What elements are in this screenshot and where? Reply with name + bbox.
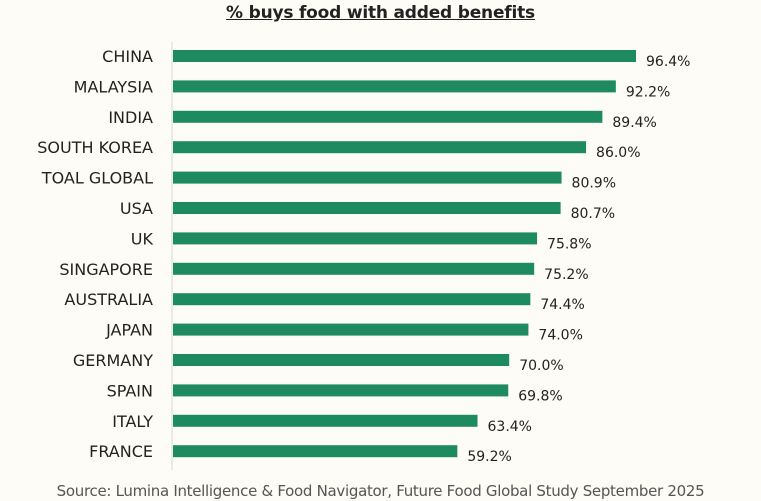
- bar: [173, 232, 538, 245]
- value-label: 69.8%: [518, 388, 562, 404]
- value-label: 74.4%: [540, 297, 584, 313]
- bar: [173, 110, 603, 123]
- bar: [173, 202, 561, 214]
- category-label: SPAIN: [107, 381, 153, 400]
- source-note: Source: Lumina Intelligence & Food Navig…: [56, 482, 705, 500]
- value-label: 80.9%: [572, 176, 616, 192]
- bar: [173, 171, 562, 184]
- category-label: UK: [131, 229, 154, 248]
- value-label: 96.4%: [646, 54, 690, 70]
- value-label: 63.4%: [488, 419, 532, 435]
- bar: [173, 50, 636, 62]
- value-label: 59.2%: [467, 449, 511, 465]
- category-label: FRANCE: [89, 442, 153, 461]
- bar: [173, 141, 587, 154]
- value-label: 86.0%: [596, 145, 640, 161]
- bar: [173, 384, 509, 397]
- bar: [173, 262, 535, 275]
- category-label: ITALY: [112, 412, 153, 431]
- category-label: GERMANY: [73, 351, 153, 370]
- bar: [173, 354, 510, 366]
- category-label: JAPAN: [105, 321, 153, 340]
- bar: [173, 414, 478, 427]
- value-label: 74.0%: [538, 328, 582, 344]
- category-label: TOAL GLOBAL: [41, 169, 153, 188]
- value-label: 75.8%: [547, 236, 591, 252]
- bar: [173, 293, 531, 306]
- value-label: 80.7%: [571, 206, 615, 222]
- category-label: SOUTH KOREA: [37, 138, 153, 157]
- bar: [173, 445, 458, 458]
- bar: [173, 323, 529, 336]
- category-label: MALAYSIA: [74, 77, 153, 96]
- category-label: AUSTRALIA: [64, 290, 153, 309]
- category-label: CHINA: [102, 47, 153, 66]
- category-label: USA: [120, 199, 153, 218]
- category-label: SINGAPORE: [59, 260, 153, 279]
- value-label: 70.0%: [519, 358, 563, 374]
- category-label: INDIA: [108, 108, 153, 127]
- value-label: 92.2%: [626, 84, 670, 100]
- bar: [173, 80, 616, 93]
- chart-title: % buys food with added benefits: [226, 3, 535, 23]
- value-label: 75.2%: [544, 267, 588, 283]
- value-label: 89.4%: [612, 115, 656, 131]
